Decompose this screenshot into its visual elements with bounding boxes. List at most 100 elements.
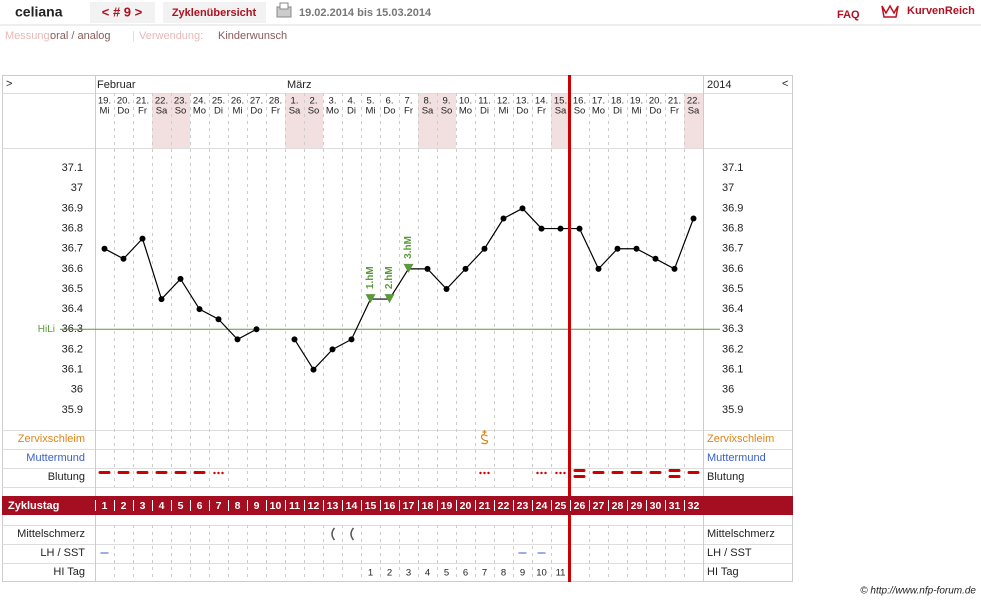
nav-prev[interactable]: >	[6, 78, 12, 90]
row-label: LH / SST	[40, 547, 85, 559]
meta-label: Verwendung:	[139, 30, 203, 42]
weekday-label: Di	[613, 106, 622, 117]
month-label: März	[287, 79, 311, 91]
cycle-box[interactable]	[90, 2, 155, 23]
y-tick-label: 36.6	[62, 263, 83, 275]
meta-label: Messung:	[5, 30, 53, 42]
date-label: 8.	[424, 96, 432, 107]
date-label: 15.	[554, 96, 567, 107]
bleeding-mark	[136, 471, 149, 474]
weekday-label: Do	[383, 106, 395, 117]
user-name: celiana	[15, 4, 63, 20]
temperature-point	[671, 265, 678, 272]
y-tick-label: 35.9	[62, 404, 83, 416]
weekday-label: So	[175, 106, 187, 117]
date-label: 14.	[535, 96, 548, 107]
temperature-point	[424, 265, 431, 272]
cycle-day: 2	[121, 500, 127, 512]
peak-label: 1.hM	[365, 266, 376, 289]
weekday-label: So	[574, 106, 586, 117]
date-label: 25.	[212, 96, 225, 107]
temperature-point	[310, 366, 317, 373]
temperature-point	[139, 235, 146, 242]
date-label: 21.	[136, 96, 149, 107]
date-label: 11.	[478, 96, 491, 107]
row-label: Blutung	[48, 471, 85, 483]
weekend-shade	[684, 93, 703, 148]
cycle-day: 18	[422, 500, 434, 512]
weekday-label: Fr	[271, 106, 280, 117]
temperature-point	[120, 255, 127, 262]
cycle-day: 31	[669, 500, 681, 512]
peak-label: 2.hM	[384, 266, 395, 289]
temperature-point	[348, 336, 355, 343]
zervix-symbol	[480, 430, 489, 445]
hi-day: 3	[406, 568, 411, 579]
cycle-day: 11	[289, 500, 300, 512]
peak-marker	[403, 263, 414, 273]
logo-icon[interactable]	[881, 4, 899, 18]
weekend-shade	[551, 93, 570, 148]
weekday-label: Mo	[326, 106, 339, 117]
date-label: 24.	[193, 96, 206, 107]
cycle-day: 29	[631, 500, 643, 512]
y-tick-label: 36	[71, 384, 83, 396]
chart-frame	[2, 75, 793, 582]
cycle-day: 3	[140, 500, 146, 512]
y-tick-label: 36.4	[62, 303, 83, 315]
weekday-label: Do	[117, 106, 129, 117]
tab-label[interactable]: Zyklenübersicht	[172, 7, 257, 19]
date-label: 1.	[291, 96, 299, 107]
year-label: 2014	[707, 79, 731, 91]
logo[interactable]: KurvenReich	[907, 5, 975, 17]
date-label: 16.	[573, 96, 586, 107]
bleeding-mark	[573, 475, 586, 478]
weekday-label: Sa	[555, 106, 567, 117]
date-label: 2.	[310, 96, 318, 107]
cycle-day: 14	[346, 500, 358, 512]
hi-day: 5	[444, 568, 449, 579]
bleeding-mark	[559, 471, 562, 475]
hi-day: 2	[387, 568, 392, 579]
date-label: 5.	[367, 96, 375, 107]
temperature-point	[177, 275, 184, 282]
bleeding-mark	[687, 471, 700, 474]
cycle-day: 30	[650, 500, 662, 512]
bleeding-mark	[544, 471, 547, 475]
date-label: 27.	[250, 96, 263, 107]
y-tick-label: 36.5	[62, 283, 83, 295]
y-tick-label: 36.8	[62, 222, 83, 234]
temperature-point	[158, 296, 165, 303]
weekday-label: Do	[649, 106, 661, 117]
cycle-day: 8	[235, 500, 241, 512]
date-label: 20.	[117, 96, 130, 107]
cycle-day: 7	[216, 500, 222, 512]
cycle-day: 13	[327, 500, 339, 512]
date-label: 7.	[405, 96, 413, 107]
temperature-point	[519, 205, 526, 212]
temperature-point	[101, 245, 108, 252]
bleeding-mark	[483, 471, 486, 475]
cycle-nav[interactable]: < # 9 >	[102, 4, 143, 19]
weekday-label: Fr	[138, 106, 147, 117]
y-tick-label: 36.1	[722, 363, 743, 375]
temperature-point	[462, 265, 469, 272]
y-tick-label: 36.3	[722, 323, 743, 335]
cycle-day: 1	[102, 500, 108, 512]
hi-day: 7	[482, 568, 487, 579]
tab[interactable]	[163, 2, 266, 23]
nav-next[interactable]: <	[782, 78, 788, 90]
cycle-day-band	[2, 496, 793, 515]
temperature-point	[253, 326, 260, 333]
row-label: HI Tag	[707, 566, 739, 578]
date-label: 18.	[611, 96, 624, 107]
bleeding-mark	[563, 471, 566, 475]
weekday-label: Mi	[365, 106, 375, 117]
print-icon[interactable]	[276, 2, 292, 18]
weekday-label: Mi	[631, 106, 641, 117]
faq-link[interactable]: FAQ	[837, 9, 860, 21]
hi-day: 11	[556, 568, 566, 579]
y-tick-label: 37	[722, 182, 734, 194]
temperature-point	[215, 316, 222, 323]
cycle-day: 25	[555, 500, 567, 512]
